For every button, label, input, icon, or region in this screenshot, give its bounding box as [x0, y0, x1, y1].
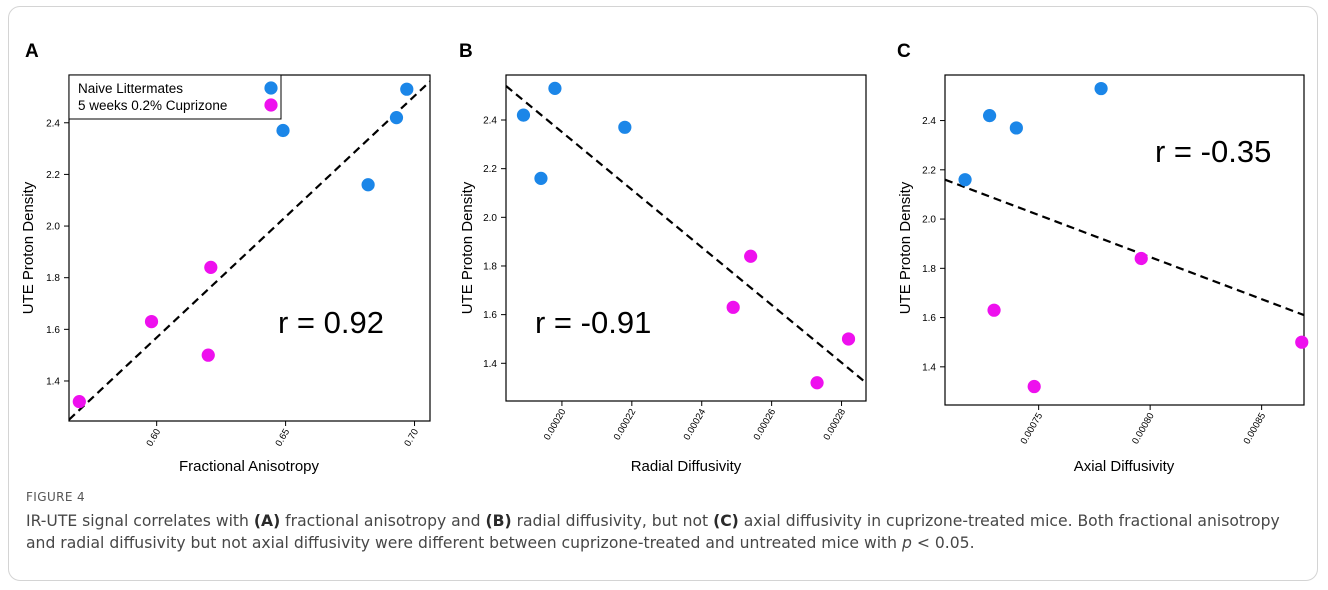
x-tick-label: 0.00020	[542, 407, 569, 442]
naive-point	[1094, 81, 1108, 96]
x-axis-label: Radial Diffusivity	[631, 458, 742, 475]
legend-label: 5 weeks 0.2% Cuprizone	[78, 98, 227, 113]
caption-part: p	[902, 534, 912, 552]
x-tick-label: 0.00028	[821, 407, 848, 442]
legend-label: Naive Littermates	[78, 81, 183, 96]
y-tick-label: 2.2	[922, 165, 936, 176]
y-axis-label: UTE Proton Density	[459, 181, 476, 314]
cuprizone-point	[201, 348, 215, 362]
x-tick-label: 0.00026	[752, 407, 779, 442]
y-tick-label: 2.2	[46, 170, 60, 181]
naive-point	[516, 108, 531, 122]
x-tick-label: 0.00075	[1019, 411, 1046, 446]
cuprizone-point	[204, 260, 218, 274]
y-tick-label: 2.4	[922, 116, 936, 127]
y-tick-label: 2.4	[483, 116, 497, 127]
naive-point	[400, 82, 414, 96]
cuprizone-point	[744, 249, 758, 263]
naive-point	[534, 171, 548, 185]
cuprizone-point	[726, 300, 740, 314]
y-tick-label: 1.8	[922, 264, 936, 275]
plot-frame	[944, 74, 1305, 406]
y-tick-label: 1.4	[922, 362, 936, 373]
x-tick-label: 0.00085	[1242, 411, 1269, 446]
figure-caption: IR-UTE signal correlates with (A) fracti…	[26, 510, 1306, 554]
figure-plots: A B C 1.4 1.6 1.8 2.0 2.2 2.4 0.60 0.65 0.70 Frac…	[20, 41, 1309, 475]
panel-label-c: C	[897, 41, 911, 62]
caption-part: radial diffusivity, but not	[511, 512, 714, 530]
y-tick-label: 2.0	[922, 215, 936, 226]
correlation-annotation: r = -0.91	[535, 305, 651, 340]
legend-cuprizone-marker	[264, 98, 278, 112]
cuprizone-point	[144, 314, 159, 329]
y-tick-label: 1.8	[483, 261, 497, 272]
x-tick-label: 0.60	[144, 427, 163, 449]
x-tick-label: 0.00024	[682, 407, 709, 442]
naive-point	[618, 120, 632, 134]
cuprizone-point	[1027, 379, 1041, 394]
y-tick-label: 2.4	[46, 118, 60, 129]
naive-point	[389, 111, 404, 125]
fit-line	[945, 178, 1304, 317]
panel-label-a: A	[25, 41, 39, 62]
y-tick-label: 1.6	[922, 313, 936, 324]
cuprizone-point	[1134, 251, 1148, 266]
y-axis-label: UTE Proton Density	[897, 181, 914, 314]
y-tick-label: 1.6	[483, 310, 497, 321]
naive-point	[982, 109, 997, 123]
cuprizone-point	[841, 332, 856, 346]
figure-frame	[8, 6, 1318, 581]
cuprizone-point	[72, 395, 86, 409]
caption-part: IR-UTE signal correlates with	[26, 512, 254, 530]
plot-frame	[505, 74, 867, 402]
naive-point	[276, 123, 290, 138]
caption-part: < 0.05.	[911, 534, 975, 552]
y-tick-label: 1.4	[46, 376, 60, 387]
caption-part: (B)	[485, 512, 512, 530]
caption-part: (A)	[253, 512, 281, 530]
figure-caption-block: FIGURE 4 IR-UTE signal correlates with (…	[26, 490, 1306, 554]
panel-label-b: B	[459, 41, 473, 62]
y-tick-label: 2.2	[483, 164, 497, 175]
naive-point	[361, 178, 375, 192]
plot-frame	[68, 74, 431, 422]
caption-part: fractional anisotropy and	[280, 512, 486, 530]
correlation-annotation: r = -0.35	[1155, 134, 1271, 169]
x-axis-label: Fractional Anisotropy	[179, 458, 320, 475]
x-tick-label: 0.00080	[1130, 411, 1157, 446]
y-tick-label: 1.8	[46, 273, 60, 284]
x-tick-label: 0.70	[402, 427, 421, 449]
naive-point	[958, 173, 972, 187]
cuprizone-point	[1295, 335, 1309, 349]
correlation-annotation: r = 0.92	[278, 305, 384, 340]
x-axis-label: Axial Diffusivity	[1074, 458, 1175, 475]
caption-part: (C)	[713, 512, 739, 530]
x-tick-label: 0.65	[273, 427, 292, 449]
cuprizone-point	[987, 303, 1001, 317]
y-tick-label: 2.0	[483, 213, 497, 224]
cuprizone-point	[810, 376, 824, 390]
legend-naive-marker	[264, 81, 278, 95]
caption-part: axial diffusivity in cuprizone-treated m…	[26, 512, 1280, 552]
y-tick-label: 1.4	[483, 359, 497, 370]
naive-point	[548, 81, 562, 95]
y-tick-label: 1.6	[46, 325, 60, 336]
legend-box	[68, 74, 282, 120]
figure-label: FIGURE 4	[26, 490, 86, 504]
y-tick-label: 2.0	[46, 222, 60, 233]
y-axis-label: UTE Proton Density	[20, 181, 37, 314]
x-tick-label: 0.00022	[612, 407, 639, 442]
naive-point	[1009, 121, 1023, 135]
fit-line	[69, 80, 430, 421]
